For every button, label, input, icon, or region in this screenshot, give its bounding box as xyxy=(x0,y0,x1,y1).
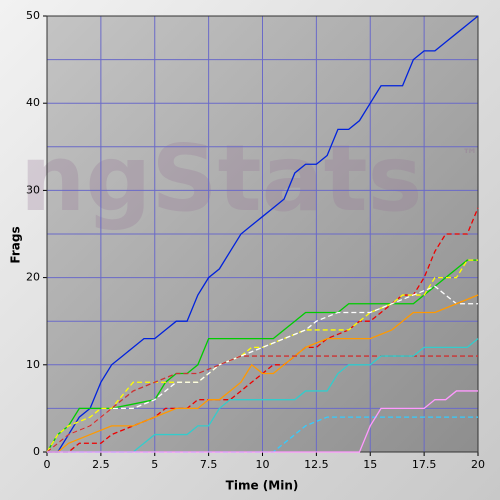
y-tick-label: 10 xyxy=(26,358,40,371)
x-tick-label: 7.5 xyxy=(200,458,218,471)
y-tick-label: 0 xyxy=(33,445,40,458)
y-tick-label: 40 xyxy=(26,96,40,109)
x-tick-label: 12.5 xyxy=(304,458,329,471)
watermark: ngStats xyxy=(20,125,422,232)
series-line xyxy=(47,294,479,453)
x-axis-label: Time (Min) xyxy=(226,479,299,493)
x-tick-label: 17.5 xyxy=(412,458,437,471)
series-line xyxy=(46,259,478,453)
series-line xyxy=(47,390,478,453)
series-line xyxy=(46,259,478,453)
y-tick-label: 20 xyxy=(26,271,40,284)
x-tick-label: 0 xyxy=(44,458,51,471)
y-tick-label: 30 xyxy=(26,183,40,196)
x-tick-label: 20 xyxy=(471,458,485,471)
series-line xyxy=(46,285,478,453)
series-line xyxy=(47,338,479,453)
x-tick-label: 2.5 xyxy=(92,458,110,471)
x-tick-label: 5 xyxy=(151,458,158,471)
x-tick-label: 15 xyxy=(363,458,377,471)
series-line xyxy=(46,355,478,453)
watermark-mark: ™ xyxy=(462,145,478,164)
y-tick-label: 50 xyxy=(26,9,40,22)
x-tick-label: 10 xyxy=(256,458,270,471)
y-axis-label: Frags xyxy=(9,226,23,263)
series-line xyxy=(47,15,479,453)
